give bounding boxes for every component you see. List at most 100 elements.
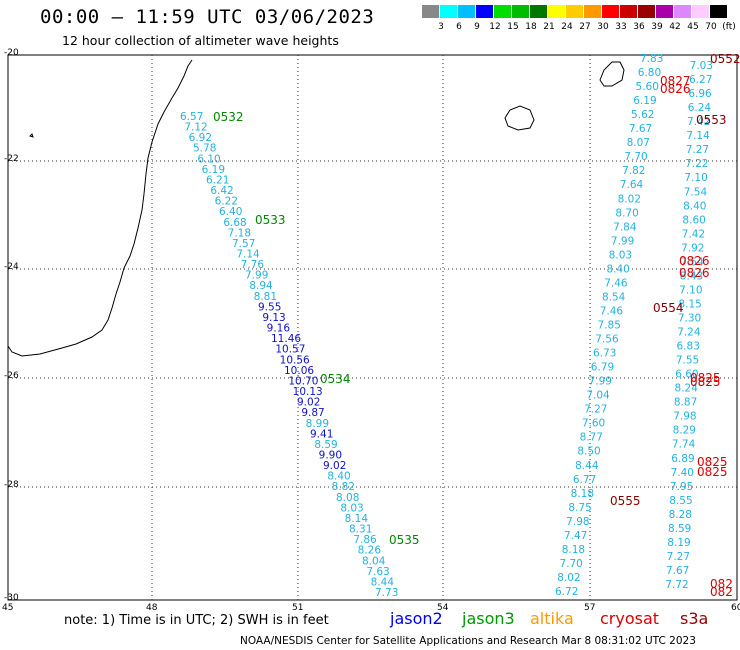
scale-swatch <box>602 5 619 18</box>
reunion-island-coast <box>504 105 535 131</box>
swh-value: 10.56 <box>280 354 310 366</box>
swh-value: 7.42 <box>687 116 710 128</box>
scale-label: 33 <box>615 22 627 32</box>
scale-swatch <box>638 5 655 18</box>
swh-value: 7.84 <box>613 221 637 233</box>
swh-value: 9.16 <box>267 323 291 335</box>
swh-value: 7.12 <box>184 122 207 134</box>
swh-value: 7.57 <box>232 238 255 250</box>
swh-value: 7.27 <box>686 144 709 156</box>
swh-value: 8.29 <box>673 425 696 437</box>
satellite-legend-s3a: s3a <box>680 609 709 628</box>
swh-value: 7.67 <box>666 565 689 577</box>
jason3-pass-time: 0535 <box>389 533 420 547</box>
swh-value: 7.54 <box>684 186 708 198</box>
pass-time-labels: 0532053305340535055205530554055508270826… <box>213 52 740 599</box>
footer-credit: NOAA/NESDIS Center for Satellite Applica… <box>240 635 696 647</box>
s3a-pass-time: 0552 <box>710 52 740 66</box>
cryosat-pass-time: 0825 <box>697 455 728 469</box>
scale-swatch <box>548 5 565 18</box>
swh-value: 8.24 <box>675 383 699 395</box>
swh-value: 9.90 <box>319 449 342 461</box>
cryosat-pass-time: 0825 <box>697 465 728 479</box>
swh-value: 7.64 <box>620 179 644 191</box>
swh-value: 9.41 <box>310 428 333 440</box>
swh-value: 7.14 <box>236 249 260 261</box>
islet-coast <box>29 133 34 138</box>
swh-value: 6.22 <box>215 196 238 208</box>
scale-swatch <box>476 5 493 18</box>
scale-label: 27 <box>579 22 591 32</box>
swh-value: 6.80 <box>638 67 661 79</box>
swh-value: 11.46 <box>271 333 301 345</box>
swh-value: 7.04 <box>586 390 610 402</box>
swh-value: 7.95 <box>670 481 693 493</box>
lat-label: -20 <box>4 48 19 58</box>
swh-value: 7.67 <box>629 123 652 135</box>
swh-value: 8.59 <box>668 523 691 535</box>
s3a-pass-time: 0555 <box>610 494 641 508</box>
lat-label: -30 <box>4 593 19 603</box>
scale-label: 12 <box>489 22 501 32</box>
swh-value: 8.82 <box>332 481 355 493</box>
swh-value: 6.92 <box>189 132 212 144</box>
swh-value: 6.19 <box>633 95 656 107</box>
scale-label: 18 <box>525 22 537 32</box>
lat-label: -26 <box>4 371 19 381</box>
swh-value: 7.83 <box>640 53 663 65</box>
swh-value: 8.55 <box>669 495 692 507</box>
scale-label: 6 <box>456 22 462 32</box>
scale-swatch <box>494 5 511 18</box>
satellite-legend-jason3: jason3 <box>462 609 515 628</box>
scale-label: 42 <box>669 22 681 32</box>
swh-value: 6.24 <box>688 102 712 114</box>
swh-value: 6.42 <box>210 185 233 197</box>
scale-label: 15 <box>507 22 519 32</box>
scale-label: 36 <box>633 22 645 32</box>
scale-swatch <box>422 5 439 18</box>
madagascar-coast <box>7 59 193 357</box>
scale-swatch <box>440 5 457 18</box>
swh-value: 9.87 <box>301 407 324 419</box>
swh-tracks: 6.577.126.925.786.106.196.216.426.226.40… <box>180 53 713 599</box>
cryosat-pass-time: 0826 <box>679 254 710 268</box>
swh-value: 8.26 <box>358 545 382 557</box>
swh-value: 8.18 <box>562 544 585 556</box>
mauritius-island-coast <box>599 61 625 87</box>
satellite-legend-altika: altika <box>530 609 574 628</box>
swh-value: 7.03 <box>690 60 713 72</box>
swh-value: 7.27 <box>584 404 607 416</box>
swh-value: 6.27 <box>689 74 712 86</box>
satellite-legend-cryosat: cryosat <box>600 609 660 628</box>
cryosat-pass-time: 0825 <box>690 375 721 389</box>
scale-swatch <box>710 5 727 18</box>
swh-value: 7.55 <box>676 355 699 367</box>
swh-value: 9.13 <box>262 312 285 324</box>
swh-value: 9.02 <box>297 397 320 409</box>
swh-value: 6.83 <box>677 341 700 353</box>
swh-value: 7.99 <box>245 270 268 282</box>
swh-value: 8.94 <box>249 280 273 292</box>
swh-value: 7.22 <box>685 158 708 170</box>
swh-value: 7.10 <box>684 172 707 184</box>
map-subtitle: 12 hour collection of altimeter wave hei… <box>62 33 339 48</box>
swh-value: 8.15 <box>678 298 701 310</box>
swh-value: 7.46 <box>604 277 628 289</box>
scale-swatch <box>512 5 529 18</box>
swh-value: 7.76 <box>241 259 265 271</box>
lat-label: -22 <box>4 154 19 164</box>
map-title: 00:00 — 11:59 UTC 03/06/2023 <box>40 6 375 28</box>
swh-value: 5.60 <box>636 81 659 93</box>
coastline <box>7 59 625 357</box>
swh-value: 8.40 <box>327 471 350 483</box>
jason3-pass-time: 0533 <box>255 213 286 227</box>
swh-value: 7.46 <box>600 305 624 317</box>
scale-swatch <box>566 5 583 18</box>
swh-value: 6.10 <box>197 153 220 165</box>
lon-label: 54 <box>437 603 449 613</box>
swh-value: 7.10 <box>679 284 702 296</box>
cryosat-pass-time: 0827 <box>660 74 691 88</box>
swh-value: 6.40 <box>219 206 242 218</box>
swh-value: 6.96 <box>688 88 712 100</box>
